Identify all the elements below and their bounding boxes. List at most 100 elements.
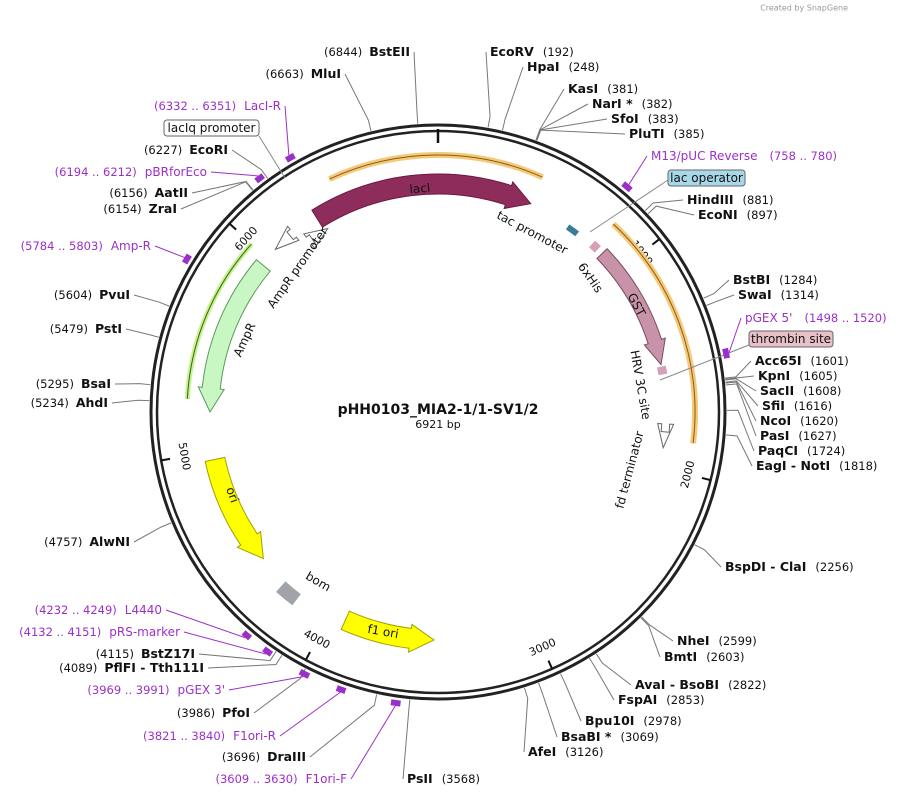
primer-label: pGEX 5' (1498 .. 1520) (745, 311, 887, 325)
primer-range: (4232 .. 4249) (35, 603, 117, 617)
enzyme-name: HpaI (527, 59, 560, 74)
primer-name: F1ori-F (306, 772, 347, 786)
enzyme-leader (536, 118, 608, 141)
feature-label: AmpR promoter (265, 225, 331, 311)
enzyme-label: SfoI (383) (611, 111, 679, 126)
primer-leader (165, 609, 245, 639)
feature-box (667, 169, 746, 187)
primer-name: M13/pUC Reverse (651, 149, 758, 163)
enzyme-leader (589, 657, 615, 701)
primer-leader (154, 245, 185, 258)
enzyme-leader (253, 668, 306, 714)
ruler-tick (228, 222, 237, 231)
enzyme-label: Bpu10I (2978) (585, 713, 682, 728)
primer-label: (4132 .. 4151) pRS-marker (19, 625, 180, 639)
enzyme-position: (881) (743, 193, 774, 207)
enzyme-name: KasI (568, 81, 598, 96)
enzyme-position: (2853) (666, 693, 704, 707)
feature-band (186, 243, 252, 399)
feature-label: 6xHis (575, 260, 606, 295)
enzyme-name: AlwNI (89, 534, 130, 549)
enzyme-leader (724, 360, 752, 379)
enzyme-leader (560, 673, 582, 722)
feature-arrow (596, 248, 666, 366)
primer-site (621, 181, 633, 193)
primer-label: M13/pUC Reverse (758 .. 780) (651, 149, 837, 163)
feature-label: bom (303, 569, 333, 594)
primer-name: pBRforEco (145, 165, 207, 179)
enzyme-name: BmtI (664, 649, 697, 664)
primer-site (335, 685, 347, 694)
feature-label: thrombin site (751, 332, 831, 346)
enzyme-label: SacII (1608) (760, 383, 841, 398)
enzyme-position: (2978) (643, 714, 681, 728)
enzyme-name: PvuI (99, 287, 130, 302)
enzyme-name: Acc65I (755, 353, 802, 368)
enzyme-label: PasI (1627) (760, 428, 837, 443)
enzyme-position: (192) (543, 45, 574, 59)
enzyme-name: PfoI (222, 705, 250, 720)
enzyme-label: (3986) PfoI (177, 705, 250, 720)
enzyme-position: (5234) (31, 396, 69, 410)
enzyme-leader (111, 399, 150, 404)
primer-label: (3609 .. 3630) F1ori-F (215, 772, 347, 786)
primer-label: (4232 .. 4249) L4440 (35, 603, 162, 617)
enzyme-label: AvaI - BsoBI (2822) (635, 677, 766, 692)
enzyme-name: Bpu10I (585, 713, 634, 728)
enzyme-position: (4089) (59, 661, 97, 675)
enzyme-position: (1724) (807, 444, 845, 458)
enzyme-leader (133, 294, 170, 307)
enzyme-name: PluTI (629, 126, 665, 141)
primer-leader (628, 155, 648, 185)
enzyme-name: HindIII (687, 192, 734, 207)
enzyme-label: EagI - NotI (1818) (756, 458, 877, 473)
enzyme-leader (703, 279, 730, 299)
enzyme-label: PaqCI (1724) (758, 443, 845, 458)
primer-site (390, 699, 401, 707)
primer-label: (6332 .. 6351) LacI-R (154, 99, 281, 113)
enzyme-position: (381) (607, 82, 638, 96)
enzyme-leader (641, 616, 674, 642)
feature-arrow (302, 227, 329, 250)
enzyme-leader (133, 522, 172, 543)
enzyme-label: (5234) AhdI (31, 395, 108, 410)
enzyme-leader (536, 129, 626, 141)
enzyme-label: SfiI (1616) (762, 398, 832, 413)
enzyme-label: FspAI (2853) (618, 692, 705, 707)
feature-box (163, 119, 260, 137)
primer-name: Amp-R (111, 239, 151, 253)
enzyme-name: BstBI (733, 272, 770, 287)
enzyme-position: (3069) (620, 730, 658, 744)
enzyme-leader (640, 617, 661, 658)
enzyme-position: (3696) (222, 750, 260, 764)
enzyme-label: Acc65I (1601) (755, 353, 849, 368)
enzyme-leader (502, 66, 524, 131)
enzyme-leader (309, 694, 378, 758)
enzyme-name: SfiI (762, 398, 785, 413)
enzyme-label: HindIII (881) (687, 192, 773, 207)
feature-arrow (340, 610, 436, 654)
enzyme-label: (6844) BstEII (324, 44, 410, 59)
enzyme-position: (6156) (109, 186, 147, 200)
enzyme-label: BspDI - ClaI (2256) (725, 559, 854, 574)
enzyme-label: BmtI (2603) (664, 649, 744, 664)
enzyme-position: (5604) (54, 288, 92, 302)
ruler-tick (701, 476, 711, 482)
enzyme-label: (3696) DraIII (222, 749, 306, 764)
primer-site (181, 253, 192, 265)
enzyme-name: SwaI (738, 287, 772, 302)
enzyme-label: (4089) PflFI - Tth111I (59, 660, 204, 675)
enzyme-label: SwaI (1314) (738, 287, 819, 302)
enzyme-name: AhdI (76, 395, 108, 410)
enzyme-label: (6154) ZraI (103, 201, 177, 216)
enzyme-name: DraIII (267, 749, 306, 764)
enzyme-leader (726, 409, 755, 452)
feature-label: lacIq promoter (168, 121, 256, 135)
primer-range: (3969 .. 3991) (87, 683, 169, 697)
enzyme-name: MluI (311, 66, 341, 81)
primer-leader (279, 691, 341, 737)
enzyme-leader (413, 51, 419, 124)
ruler-label: 3000 (527, 636, 558, 659)
enzyme-name: EcoRV (490, 44, 534, 59)
enzyme-name: PaqCI (758, 443, 798, 458)
